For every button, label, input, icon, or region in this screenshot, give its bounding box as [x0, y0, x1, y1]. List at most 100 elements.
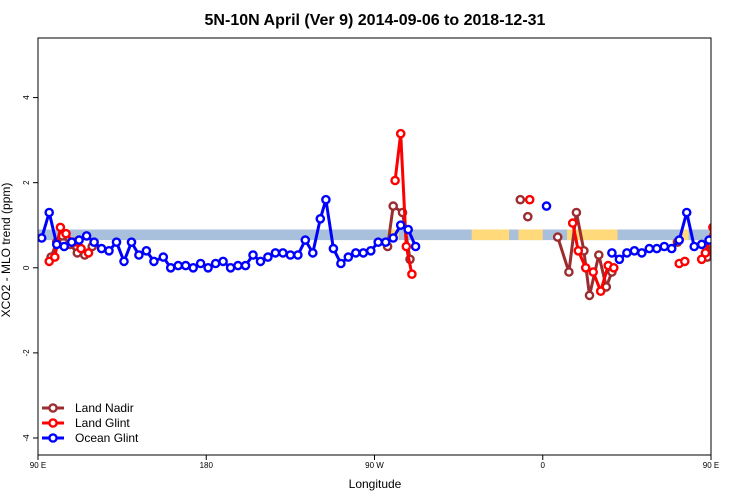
- data-point-ocean-glint: [652, 243, 662, 254]
- series-land-glint: [44, 128, 741, 297]
- land-band-segment: [681, 229, 689, 241]
- legend-label: Land Glint: [75, 416, 130, 430]
- data-point-ocean-glint: [674, 235, 685, 245]
- data-point-land-nadir: [523, 211, 533, 222]
- data-point-ocean-glint: [321, 194, 331, 205]
- data-point-land-glint: [588, 267, 599, 277]
- series-line-land-glint: [393, 132, 414, 275]
- data-point-ocean-glint: [263, 252, 273, 262]
- data-point-ocean-glint: [410, 241, 421, 252]
- legend-label: Ocean Glint: [75, 431, 139, 445]
- data-point-land-nadir: [515, 194, 526, 205]
- data-point-ocean-glint: [218, 256, 228, 267]
- data-point-land-glint: [573, 245, 584, 256]
- data-point-ocean-glint: [210, 258, 221, 269]
- series-ocean-glint: [38, 194, 735, 273]
- data-point-land-nadir: [552, 232, 563, 242]
- legend-swatch-marker: [48, 433, 58, 443]
- data-point-land-glint: [580, 262, 591, 273]
- data-point-ocean-glint: [713, 239, 720, 246]
- data-point-ocean-glint: [541, 201, 552, 211]
- data-point-land-glint: [407, 269, 417, 280]
- data-point-ocean-glint: [614, 254, 625, 265]
- y-tick-label: 4: [22, 95, 31, 100]
- data-point-land-nadir: [571, 207, 582, 218]
- y-axis-label: XCO2 - MLO trend (ppm): [0, 183, 13, 318]
- data-point-ocean-glint: [644, 243, 655, 254]
- data-point-ocean-glint: [395, 220, 406, 230]
- data-point-ocean-glint: [365, 245, 376, 256]
- x-tick-label: 180: [200, 461, 214, 470]
- data-point-ocean-glint: [59, 241, 69, 252]
- data-point-land-glint: [734, 239, 741, 246]
- data-point-ocean-glint: [141, 245, 152, 256]
- data-point-land-nadir: [564, 267, 574, 277]
- data-point-ocean-glint: [195, 258, 206, 269]
- data-point-ocean-glint: [696, 239, 707, 250]
- data-point-ocean-glint: [629, 245, 640, 256]
- data-point-ocean-glint: [300, 235, 311, 245]
- data-point-ocean-glint: [270, 248, 281, 258]
- data-point-land-nadir: [388, 201, 399, 211]
- data-point-land-glint: [61, 228, 71, 239]
- y-tick-label: -2: [22, 349, 31, 357]
- data-point-land-nadir: [708, 244, 711, 254]
- data-point-ocean-glint: [126, 237, 137, 247]
- data-point-land-glint: [713, 234, 720, 241]
- land-band-segment: [471, 229, 510, 241]
- y-tick-label: 0: [22, 265, 31, 270]
- data-point-ocean-glint: [240, 260, 251, 271]
- data-point-ocean-glint: [358, 248, 369, 258]
- data-point-land-glint: [55, 222, 66, 233]
- data-point-ocean-glint: [637, 248, 647, 258]
- data-point-ocean-glint: [104, 245, 114, 256]
- data-point-land-glint: [595, 286, 606, 297]
- data-point-ocean-glint: [704, 235, 711, 245]
- data-point-ocean-glint: [38, 233, 47, 243]
- data-point-ocean-glint: [66, 237, 77, 247]
- data-point-ocean-glint: [659, 241, 670, 252]
- chart-title: 5N-10N April (Ver 9) 2014-09-06 to 2018-…: [205, 12, 546, 29]
- plot-area: [38, 128, 741, 301]
- data-point-ocean-glint: [51, 239, 62, 250]
- data-point-land-glint: [401, 241, 412, 252]
- data-point-land-nadir: [584, 290, 595, 301]
- data-point-land-glint: [83, 248, 94, 258]
- data-point-ocean-glint: [119, 256, 129, 267]
- data-point-ocean-glint: [44, 207, 55, 218]
- data-point-ocean-glint: [81, 231, 92, 241]
- data-point-ocean-glint: [315, 213, 326, 224]
- data-point-ocean-glint: [248, 250, 258, 260]
- data-point-ocean-glint: [293, 250, 303, 260]
- data-point-ocean-glint: [96, 243, 107, 254]
- data-point-land-glint: [609, 262, 619, 273]
- data-point-land-glint: [680, 256, 690, 267]
- data-point-ocean-glint: [403, 224, 414, 235]
- x-axis-label: Longitude: [349, 477, 402, 491]
- data-point-ocean-glint: [681, 207, 692, 218]
- data-point-ocean-glint: [255, 256, 266, 267]
- data-point-ocean-glint: [721, 232, 728, 239]
- data-point-ocean-glint: [74, 235, 84, 245]
- data-point-ocean-glint: [188, 262, 198, 273]
- data-point-ocean-glint: [173, 260, 183, 271]
- land-band-segment: [567, 229, 618, 241]
- y-tick-label: 2: [22, 180, 31, 185]
- data-point-land-glint: [524, 194, 535, 205]
- data-point-ocean-glint: [328, 243, 339, 254]
- data-point-ocean-glint: [689, 241, 700, 252]
- data-point-land-glint: [708, 222, 711, 232]
- data-point-ocean-glint: [233, 260, 243, 271]
- data-point-ocean-glint: [278, 248, 288, 258]
- data-point-ocean-glint: [225, 262, 236, 273]
- data-point-ocean-glint: [622, 248, 632, 258]
- data-point-land-nadir: [734, 251, 741, 258]
- data-point-land-glint: [50, 252, 60, 262]
- data-point-land-glint: [395, 128, 406, 139]
- data-point-ocean-glint: [728, 239, 735, 246]
- land-band-segment: [518, 229, 543, 241]
- data-point-ocean-glint: [203, 262, 213, 273]
